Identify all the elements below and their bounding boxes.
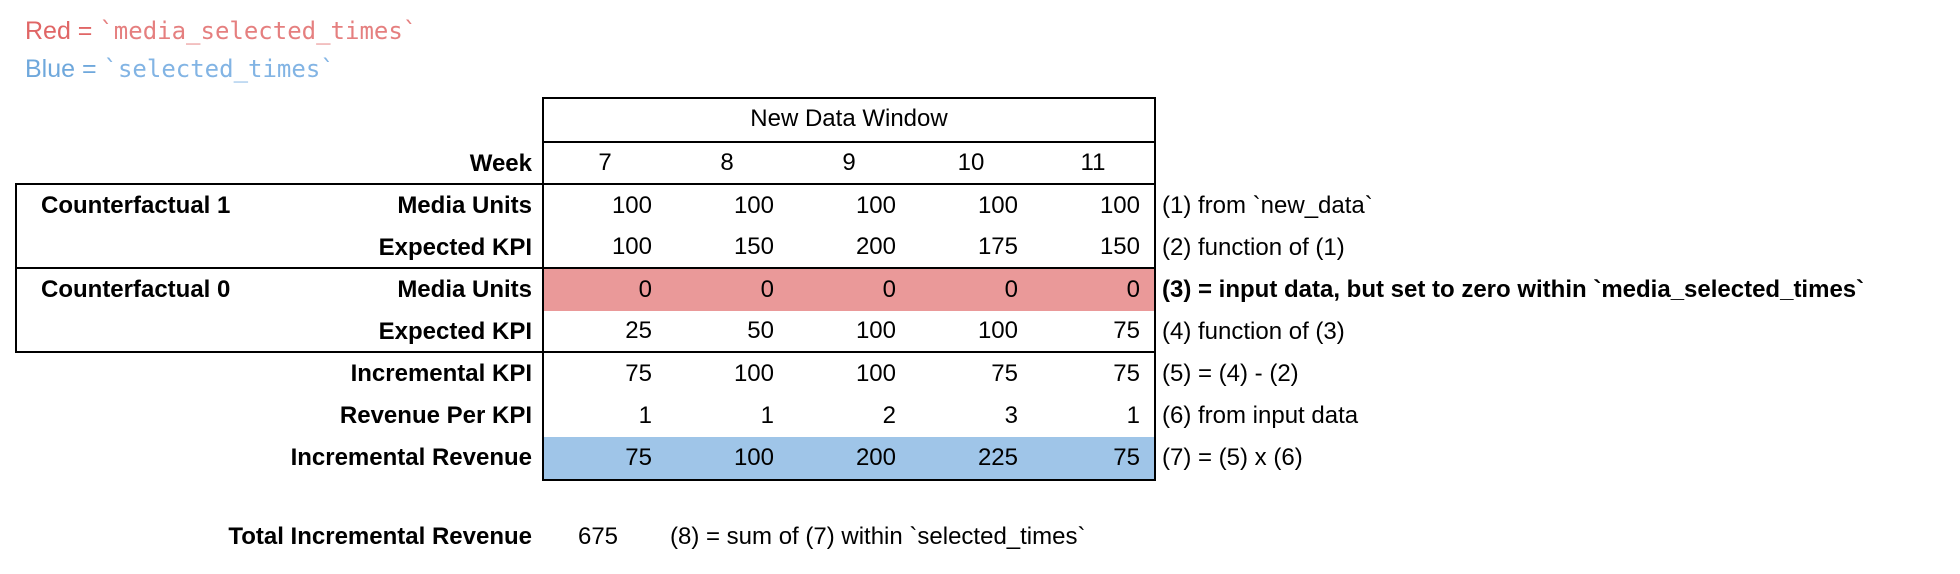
annotation-8: (8) = sum of (7) within `selected_times`: [670, 523, 1086, 550]
value-cell: 150: [733, 233, 774, 260]
annotation-1: (1) from `new_data`: [1162, 192, 1373, 219]
value-cell: 100: [611, 192, 652, 219]
table-row-media-units-cf0-red: 0 0 0 0 0: [544, 269, 1154, 311]
value-cell: 75: [625, 360, 652, 387]
row-label-revenue-per-kpi: Revenue Per KPI: [339, 402, 532, 429]
value-cell: 75: [625, 444, 652, 471]
color-legend: Red = `media_selected_times` Blue = `sel…: [25, 12, 417, 88]
annotation-4: (4) function of (3): [1162, 318, 1345, 345]
row-label-media-units-cf0: Media Units: [397, 276, 532, 303]
table-row-incremental-kpi: 75 100 100 75 75: [544, 353, 1154, 395]
value-cell: 100: [733, 444, 774, 471]
legend-red-code: `media_selected_times`: [99, 17, 418, 45]
row-label-expected-kpi-cf0: Expected KPI: [378, 318, 532, 345]
row-label-media-units-cf1: Media Units: [397, 192, 532, 219]
value-cell: 2: [882, 402, 896, 429]
value-cell: 75: [1113, 360, 1140, 387]
row-label-incremental-revenue: Incremental Revenue: [290, 444, 532, 471]
week-row-label: Week: [469, 150, 532, 177]
week-header-row: 7 8 9 10 11: [544, 143, 1154, 185]
legend-blue-code: `selected_times`: [103, 55, 335, 83]
legend-blue-prefix: Blue =: [25, 55, 104, 83]
annotation-3: (3) = input data, but set to zero within…: [1162, 276, 1865, 303]
value-cell: 0: [1004, 276, 1018, 303]
value-cell: 3: [1004, 402, 1018, 429]
total-incremental-revenue-value: 675: [577, 523, 619, 550]
value-cell: 100: [733, 192, 774, 219]
week-cell: 7: [598, 149, 612, 176]
table-row-expected-kpi-cf0: 25 50 100 100 75: [544, 311, 1154, 353]
value-cell: 1: [1126, 402, 1140, 429]
value-cell: 150: [1099, 233, 1140, 260]
value-cell: 1: [760, 402, 774, 429]
data-table: New Data Window 7 8 9 10 11 100 100 100 …: [542, 97, 1156, 481]
value-cell: 100: [977, 317, 1018, 344]
value-cell: 225: [977, 444, 1018, 471]
value-cell: 100: [733, 360, 774, 387]
table-row-incremental-revenue-blue: 75 100 200 225 75: [544, 437, 1154, 479]
value-cell: 75: [1113, 444, 1140, 471]
week-cell: 9: [842, 149, 856, 176]
row-label-incremental-kpi: Incremental KPI: [350, 360, 532, 387]
table-row-expected-kpi-cf1: 100 150 200 175 150: [544, 227, 1154, 269]
annotation-5: (5) = (4) - (2): [1162, 360, 1299, 387]
value-cell: 175: [977, 233, 1018, 260]
value-cell: 75: [1113, 317, 1140, 344]
week-cell: 10: [957, 149, 985, 176]
value-cell: 1: [638, 402, 652, 429]
counterfactual-1-label: Counterfactual 1: [41, 192, 231, 219]
table-header-new-data-window: New Data Window: [544, 99, 1154, 143]
annotation-6: (6) from input data: [1162, 402, 1359, 429]
total-incremental-revenue-label: Total Incremental Revenue: [228, 523, 532, 550]
value-cell: 100: [611, 233, 652, 260]
value-cell: 25: [625, 317, 652, 344]
week-cell: 11: [1080, 149, 1106, 176]
table-row-media-units-cf1: 100 100 100 100 100: [544, 185, 1154, 227]
value-cell: 100: [855, 360, 896, 387]
value-cell: 100: [1099, 192, 1140, 219]
value-cell: 100: [977, 192, 1018, 219]
legend-blue-line: Blue = `selected_times`: [25, 50, 417, 88]
value-cell: 0: [1126, 276, 1140, 303]
row-label-expected-kpi-cf1: Expected KPI: [378, 234, 532, 261]
value-cell: 200: [855, 233, 896, 260]
legend-red-prefix: Red =: [25, 17, 100, 45]
value-cell: 200: [855, 444, 896, 471]
value-cell: 100: [855, 317, 896, 344]
value-cell: 0: [638, 276, 652, 303]
table-row-revenue-per-kpi: 1 1 2 3 1: [544, 395, 1154, 437]
value-cell: 50: [747, 317, 774, 344]
value-cell: 0: [882, 276, 896, 303]
week-cell: 8: [720, 149, 734, 176]
value-cell: 75: [991, 360, 1018, 387]
legend-red-line: Red = `media_selected_times`: [25, 12, 417, 50]
annotation-2: (2) function of (1): [1162, 234, 1345, 261]
value-cell: 0: [760, 276, 774, 303]
value-cell: 100: [855, 192, 896, 219]
counterfactual-0-label: Counterfactual 0: [41, 276, 231, 303]
annotation-7: (7) = (5) x (6): [1162, 444, 1303, 471]
